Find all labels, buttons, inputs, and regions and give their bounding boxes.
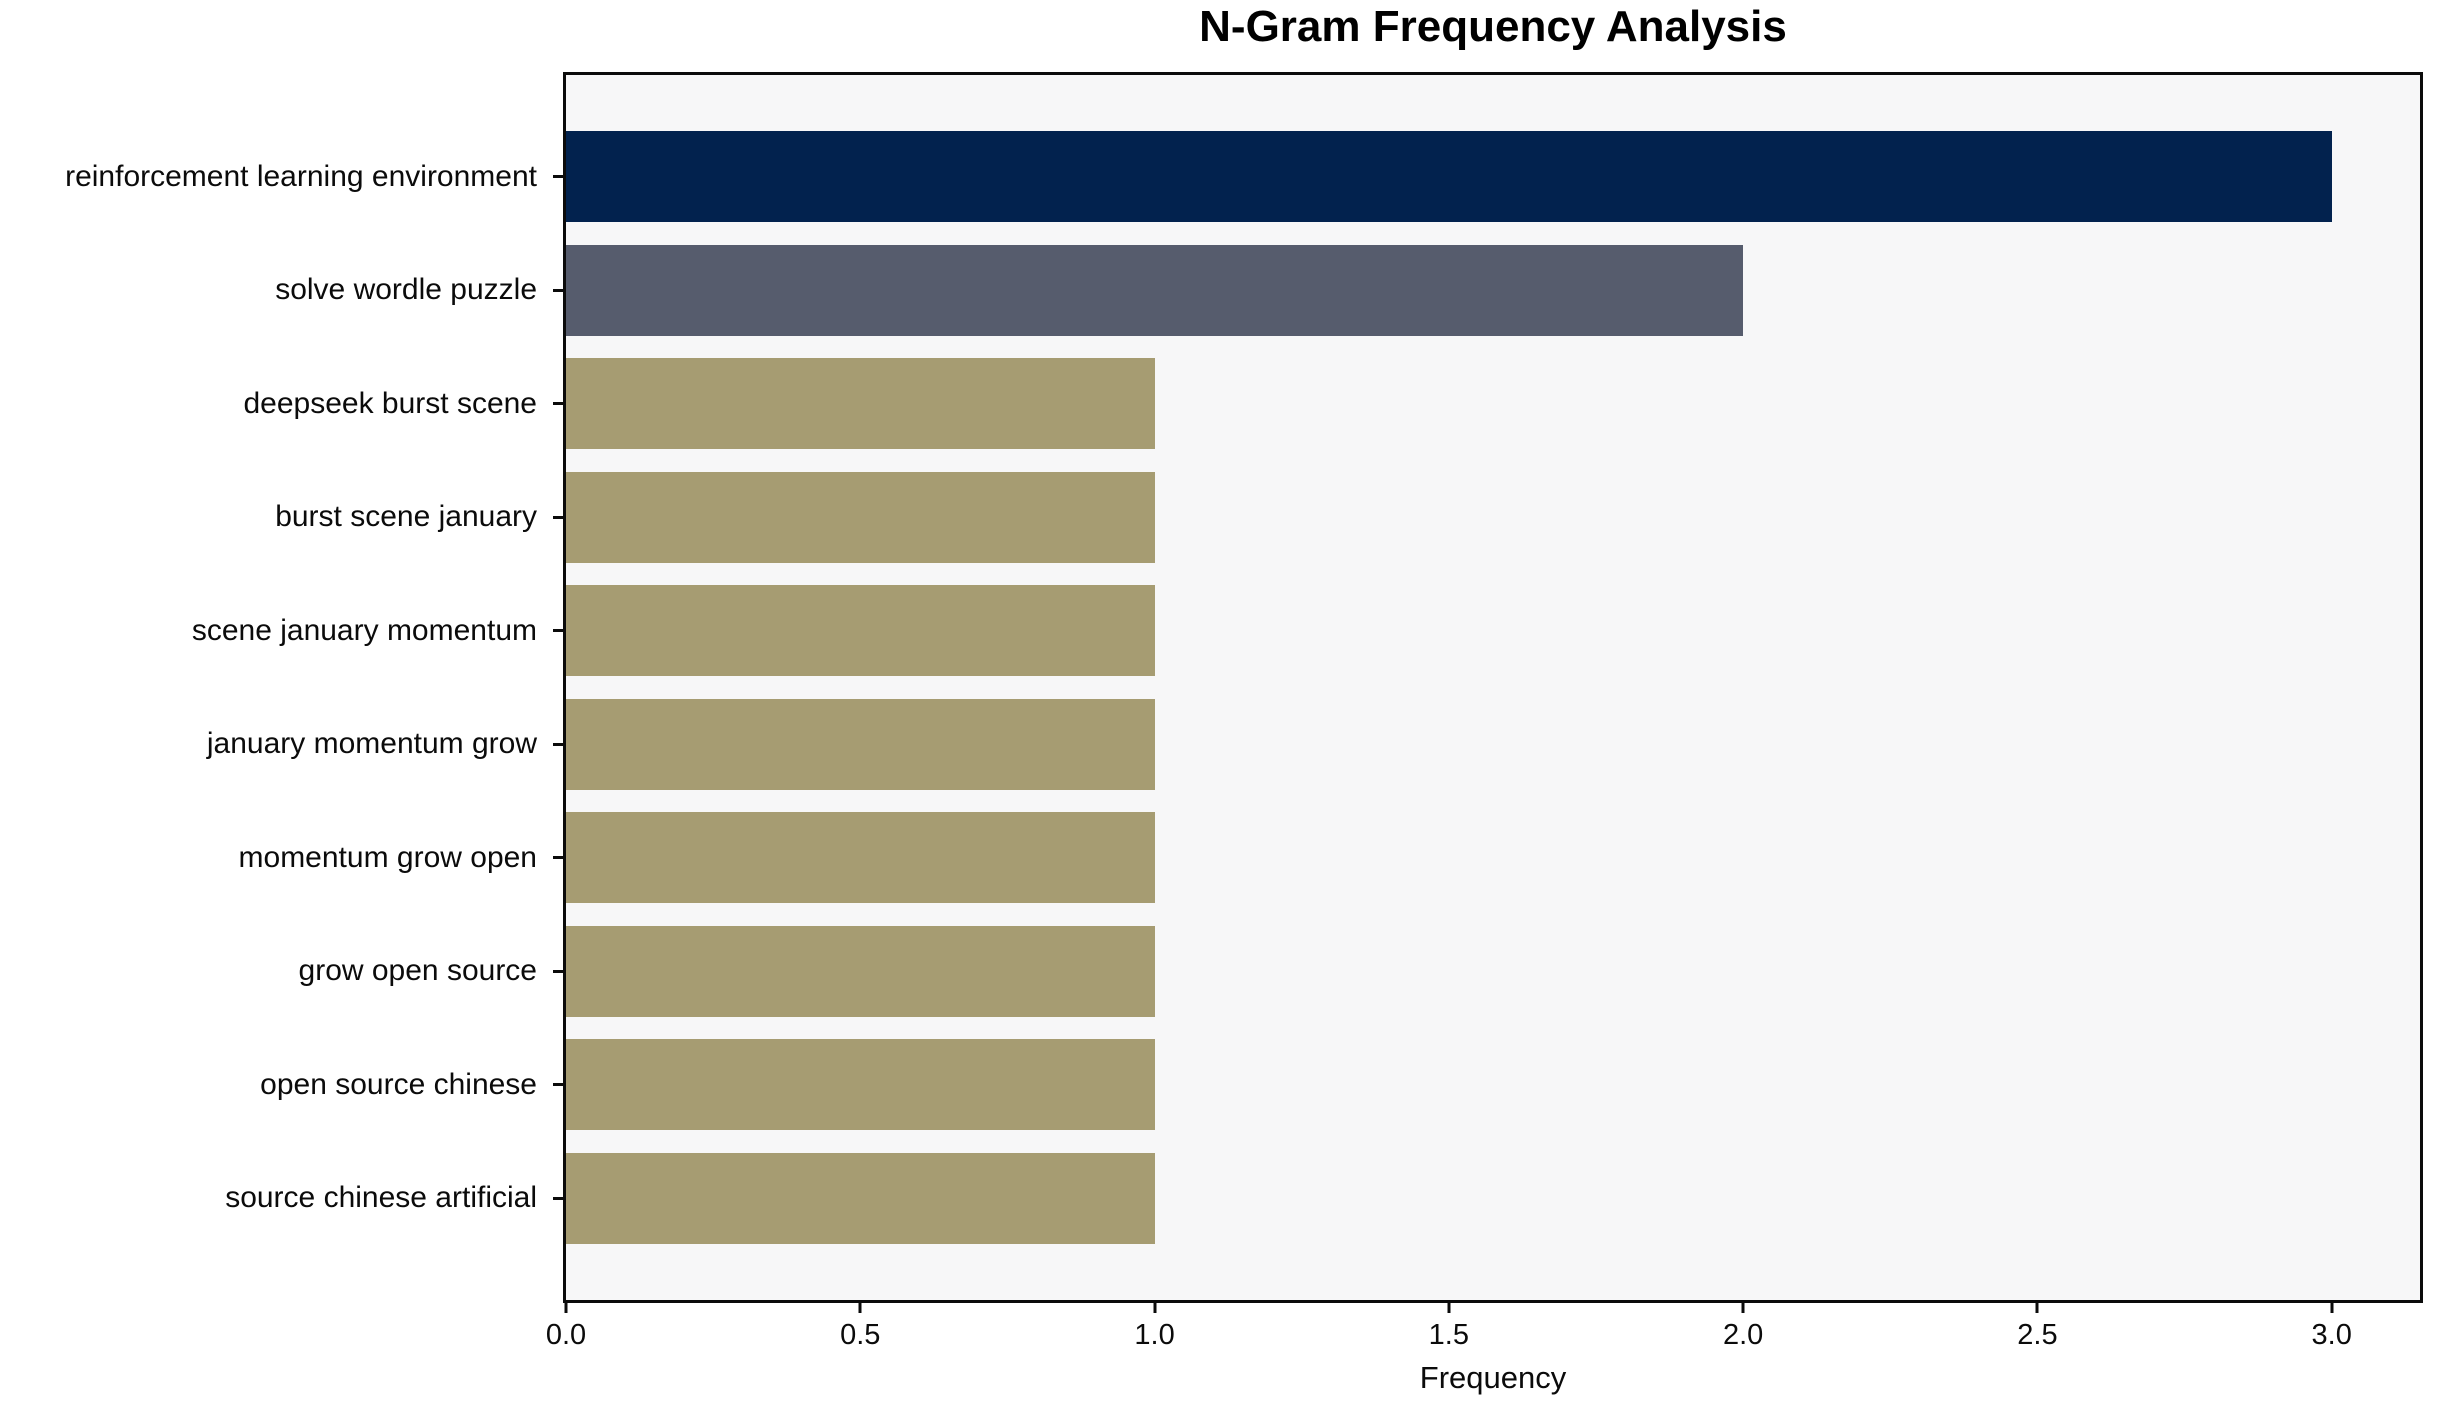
- bar-row: [566, 801, 2420, 915]
- y-label-row: january momentum grow: [0, 688, 563, 802]
- bar-row: [566, 1142, 2420, 1256]
- bar-row: [566, 1028, 2420, 1142]
- y-label-row: burst scene january: [0, 461, 563, 575]
- y-label-row: open source chinese: [0, 1028, 563, 1142]
- y-tick-label: grow open source: [298, 954, 537, 988]
- x-axis-label: Frequency: [1419, 1360, 1567, 1395]
- bar: [566, 698, 1155, 790]
- bar: [566, 1039, 1155, 1131]
- bar: [566, 585, 1155, 677]
- y-tick-label: scene january momentum: [191, 613, 537, 647]
- y-tick-label: burst scene january: [275, 500, 537, 534]
- x-tick-label: 1.0: [1134, 1319, 1175, 1351]
- y-tick-label: january momentum grow: [206, 727, 537, 761]
- y-label-row: solve wordle puzzle: [0, 234, 563, 348]
- y-tick-mark: [553, 969, 563, 973]
- x-tick-label: 1.5: [1428, 1319, 1470, 1351]
- y-axis-labels: reinforcement learning environment solve …: [0, 75, 563, 1300]
- x-tick-mark: [564, 1303, 568, 1313]
- bar: [566, 131, 2332, 223]
- bar-row: [566, 347, 2420, 461]
- y-tick-mark: [553, 1196, 563, 1200]
- y-tick-mark: [553, 402, 563, 406]
- y-label-row: momentum grow open: [0, 801, 563, 915]
- y-label-row: deepseek burst scene: [0, 347, 563, 461]
- y-tick-label: solve wordle puzzle: [275, 273, 537, 307]
- bar: [566, 471, 1155, 563]
- x-tick-mark: [2330, 1303, 2334, 1313]
- y-tick-mark: [553, 742, 563, 746]
- bar: [566, 358, 1155, 450]
- bar-row: [566, 461, 2420, 575]
- y-tick-label: open source chinese: [260, 1067, 537, 1101]
- plot-area: [563, 72, 2423, 1303]
- y-tick-label: deepseek burst scene: [243, 386, 537, 420]
- bar-row: [566, 574, 2420, 688]
- y-label-row: scene january momentum: [0, 574, 563, 688]
- x-tick-label: 2.0: [1722, 1319, 1764, 1351]
- bar: [566, 1152, 1155, 1244]
- bars-container: [566, 75, 2420, 1300]
- x-tick-mark: [1741, 1303, 1745, 1313]
- bar: [566, 925, 1155, 1017]
- bar-row: [566, 915, 2420, 1029]
- x-tick-label: 3.0: [2311, 1319, 2352, 1351]
- bar-row: [566, 120, 2420, 234]
- y-label-row: reinforcement learning environment: [0, 120, 563, 234]
- y-label-row: source chinese artificial: [0, 1142, 563, 1256]
- y-tick-mark: [553, 175, 563, 179]
- x-tick-label: 0.5: [840, 1319, 881, 1351]
- bar-row: [566, 688, 2420, 802]
- chart-title: N-Gram Frequency Analysis: [1199, 2, 1787, 51]
- y-tick-mark: [553, 856, 563, 860]
- bar-row: [566, 234, 2420, 348]
- y-label-row: grow open source: [0, 915, 563, 1029]
- y-tick-label: momentum grow open: [238, 840, 537, 874]
- y-tick-mark: [553, 1083, 563, 1087]
- x-tick-mark: [2035, 1303, 2039, 1313]
- bar: [566, 244, 1744, 336]
- y-tick-label: source chinese artificial: [225, 1181, 537, 1215]
- x-tick-label: 0.0: [545, 1319, 587, 1351]
- x-tick-label: 2.5: [2017, 1319, 2058, 1351]
- y-tick-mark: [553, 288, 563, 292]
- y-tick-mark: [553, 629, 563, 633]
- y-tick-mark: [553, 515, 563, 519]
- x-tick-mark: [1153, 1303, 1157, 1313]
- y-tick-label: reinforcement learning environment: [65, 159, 537, 193]
- x-tick-mark: [858, 1303, 862, 1313]
- bar: [566, 812, 1155, 904]
- x-tick-mark: [1447, 1303, 1451, 1313]
